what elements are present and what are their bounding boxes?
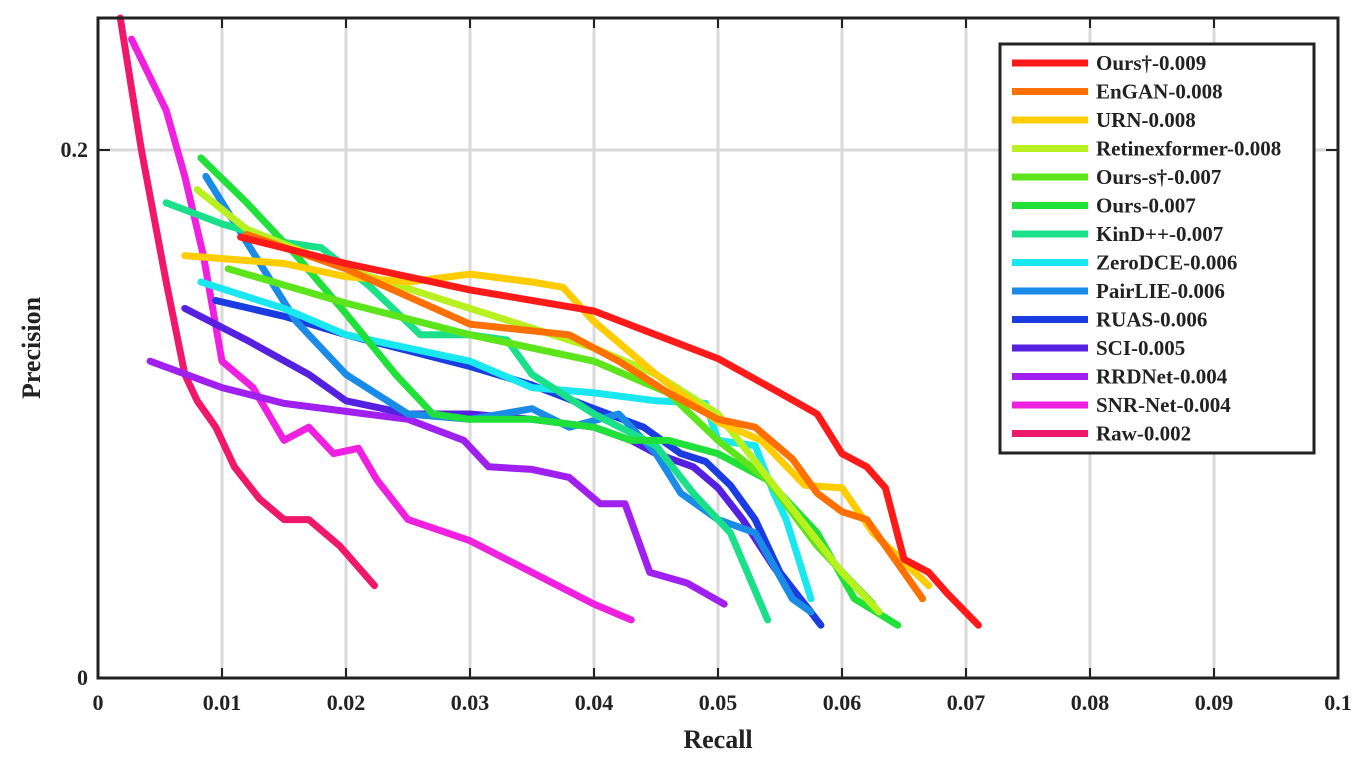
series-line-ours-s-0-007 <box>224 265 877 608</box>
legend-entry-ours-0-009: Ours†-0.009 <box>1096 51 1206 75</box>
y-axis-label: Precision <box>17 296 46 399</box>
legend: Ours†-0.009 EnGAN-0.008 URN-0.008 Retinexfo… <box>998 42 1316 455</box>
ticks: 0 0.01 0.02 0.03 0.04 0.05 0.06 0.07 0.08 0.09 0.1… <box>61 18 1352 715</box>
legend-entry-engan-0-008: EnGAN-0.008 <box>1096 80 1223 104</box>
series-layer <box>116 14 982 629</box>
y-tick-label: 0 <box>77 665 88 690</box>
x-tick-label: 0.08 <box>1071 690 1110 715</box>
legend-entry-ruas-0-006: RUAS-0.006 <box>1096 308 1207 332</box>
x-axis-label: Recall <box>683 725 752 754</box>
x-tick-label: 0 <box>93 690 104 715</box>
legend-box <box>998 42 1316 455</box>
x-tick-label: 0.07 <box>947 690 986 715</box>
x-tick-label: 0.01 <box>203 690 242 715</box>
x-tick-label: 0.06 <box>823 690 862 715</box>
x-tick-label: 0.1 <box>1324 690 1352 715</box>
x-tick-label: 0.02 <box>327 690 366 715</box>
series-line-engan-0-008 <box>243 231 927 603</box>
series-line-ours-0-009 <box>237 233 982 629</box>
legend-entry-urn-0-008: URN-0.008 <box>1096 108 1196 132</box>
x-tick-label: 0.04 <box>575 690 614 715</box>
legend-entry-ours-s-0-007: Ours-s†-0.007 <box>1096 165 1221 189</box>
x-tick-label: 0.05 <box>699 690 738 715</box>
legend-entry-rrdnet-0-004: RRDNet-0.004 <box>1096 365 1228 389</box>
legend-entry-kind-0-007: KinD++-0.007 <box>1096 222 1223 246</box>
legend-entry-sci-0-005: SCI-0.005 <box>1096 336 1185 360</box>
legend-entry-pairlie-0-006: PairLIE-0.006 <box>1096 279 1225 303</box>
x-tick-label: 0.09 <box>1195 690 1234 715</box>
series-line-rrdnet-0-004 <box>146 357 728 608</box>
series-line-raw-0-002 <box>116 14 378 590</box>
legend-entry-snr-net-0-004: SNR-Net-0.004 <box>1096 393 1231 417</box>
x-tick-label: 0.03 <box>451 690 490 715</box>
y-tick-label: 0.2 <box>61 137 89 162</box>
legend-entry-ours-0-007: Ours-0.007 <box>1096 194 1196 218</box>
legend-entry-zerodce-0-006: ZeroDCE-0.006 <box>1096 251 1237 275</box>
legend-entry-raw-0-002: Raw-0.002 <box>1096 422 1191 446</box>
series-line-snr-net-0-004 <box>128 35 635 624</box>
legend-entry-retinexformer-0-008: Retinexformer-0.008 <box>1096 137 1281 161</box>
